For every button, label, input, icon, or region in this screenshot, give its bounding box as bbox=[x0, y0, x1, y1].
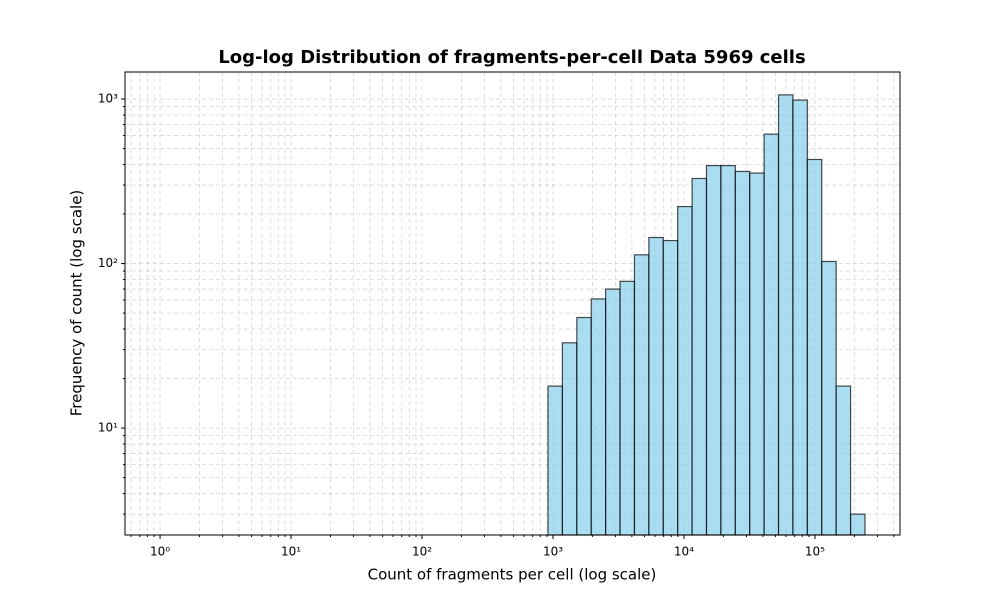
bar bbox=[763, 133, 780, 536]
x-tick-label: 10⁴ bbox=[674, 545, 694, 559]
bar bbox=[777, 94, 794, 536]
bar bbox=[749, 172, 765, 536]
bar bbox=[792, 99, 808, 536]
y-tick-label: 10² bbox=[98, 256, 118, 270]
chart-title: Log-log Distribution of fragments-per-ce… bbox=[218, 47, 805, 68]
x-tick-label: 10⁰ bbox=[150, 545, 170, 559]
bar bbox=[835, 385, 852, 536]
bar bbox=[806, 158, 823, 536]
bar bbox=[633, 254, 650, 536]
x-tick-label: 10² bbox=[412, 545, 432, 559]
bar bbox=[619, 280, 636, 536]
plot-frame bbox=[124, 71, 901, 536]
bar bbox=[720, 164, 736, 536]
y-axis-label: Frequency of count (log scale) bbox=[68, 190, 86, 417]
bar bbox=[662, 239, 679, 536]
bar bbox=[561, 342, 578, 536]
bar bbox=[849, 513, 866, 536]
bar bbox=[677, 205, 693, 536]
bar bbox=[691, 177, 708, 536]
bar bbox=[821, 260, 837, 536]
bar bbox=[605, 288, 621, 536]
bar bbox=[576, 316, 592, 536]
x-tick-label: 10⁵ bbox=[805, 545, 825, 559]
x-axis-label: Count of fragments per cell (log scale) bbox=[368, 566, 657, 584]
x-tick-label: 10³ bbox=[543, 545, 563, 559]
bar bbox=[547, 385, 564, 536]
y-tick-label: 10³ bbox=[98, 92, 118, 106]
x-tick-label: 10¹ bbox=[281, 545, 301, 559]
y-tick-label: 10¹ bbox=[98, 421, 118, 435]
bar bbox=[648, 236, 664, 536]
bars bbox=[547, 94, 866, 536]
bar bbox=[734, 170, 751, 536]
ticks: 10⁰ 10¹ 10² 10³ 10⁴ 10⁵ 10¹ 10² 10³ bbox=[98, 92, 895, 559]
bar bbox=[590, 298, 607, 536]
bar bbox=[705, 164, 722, 536]
